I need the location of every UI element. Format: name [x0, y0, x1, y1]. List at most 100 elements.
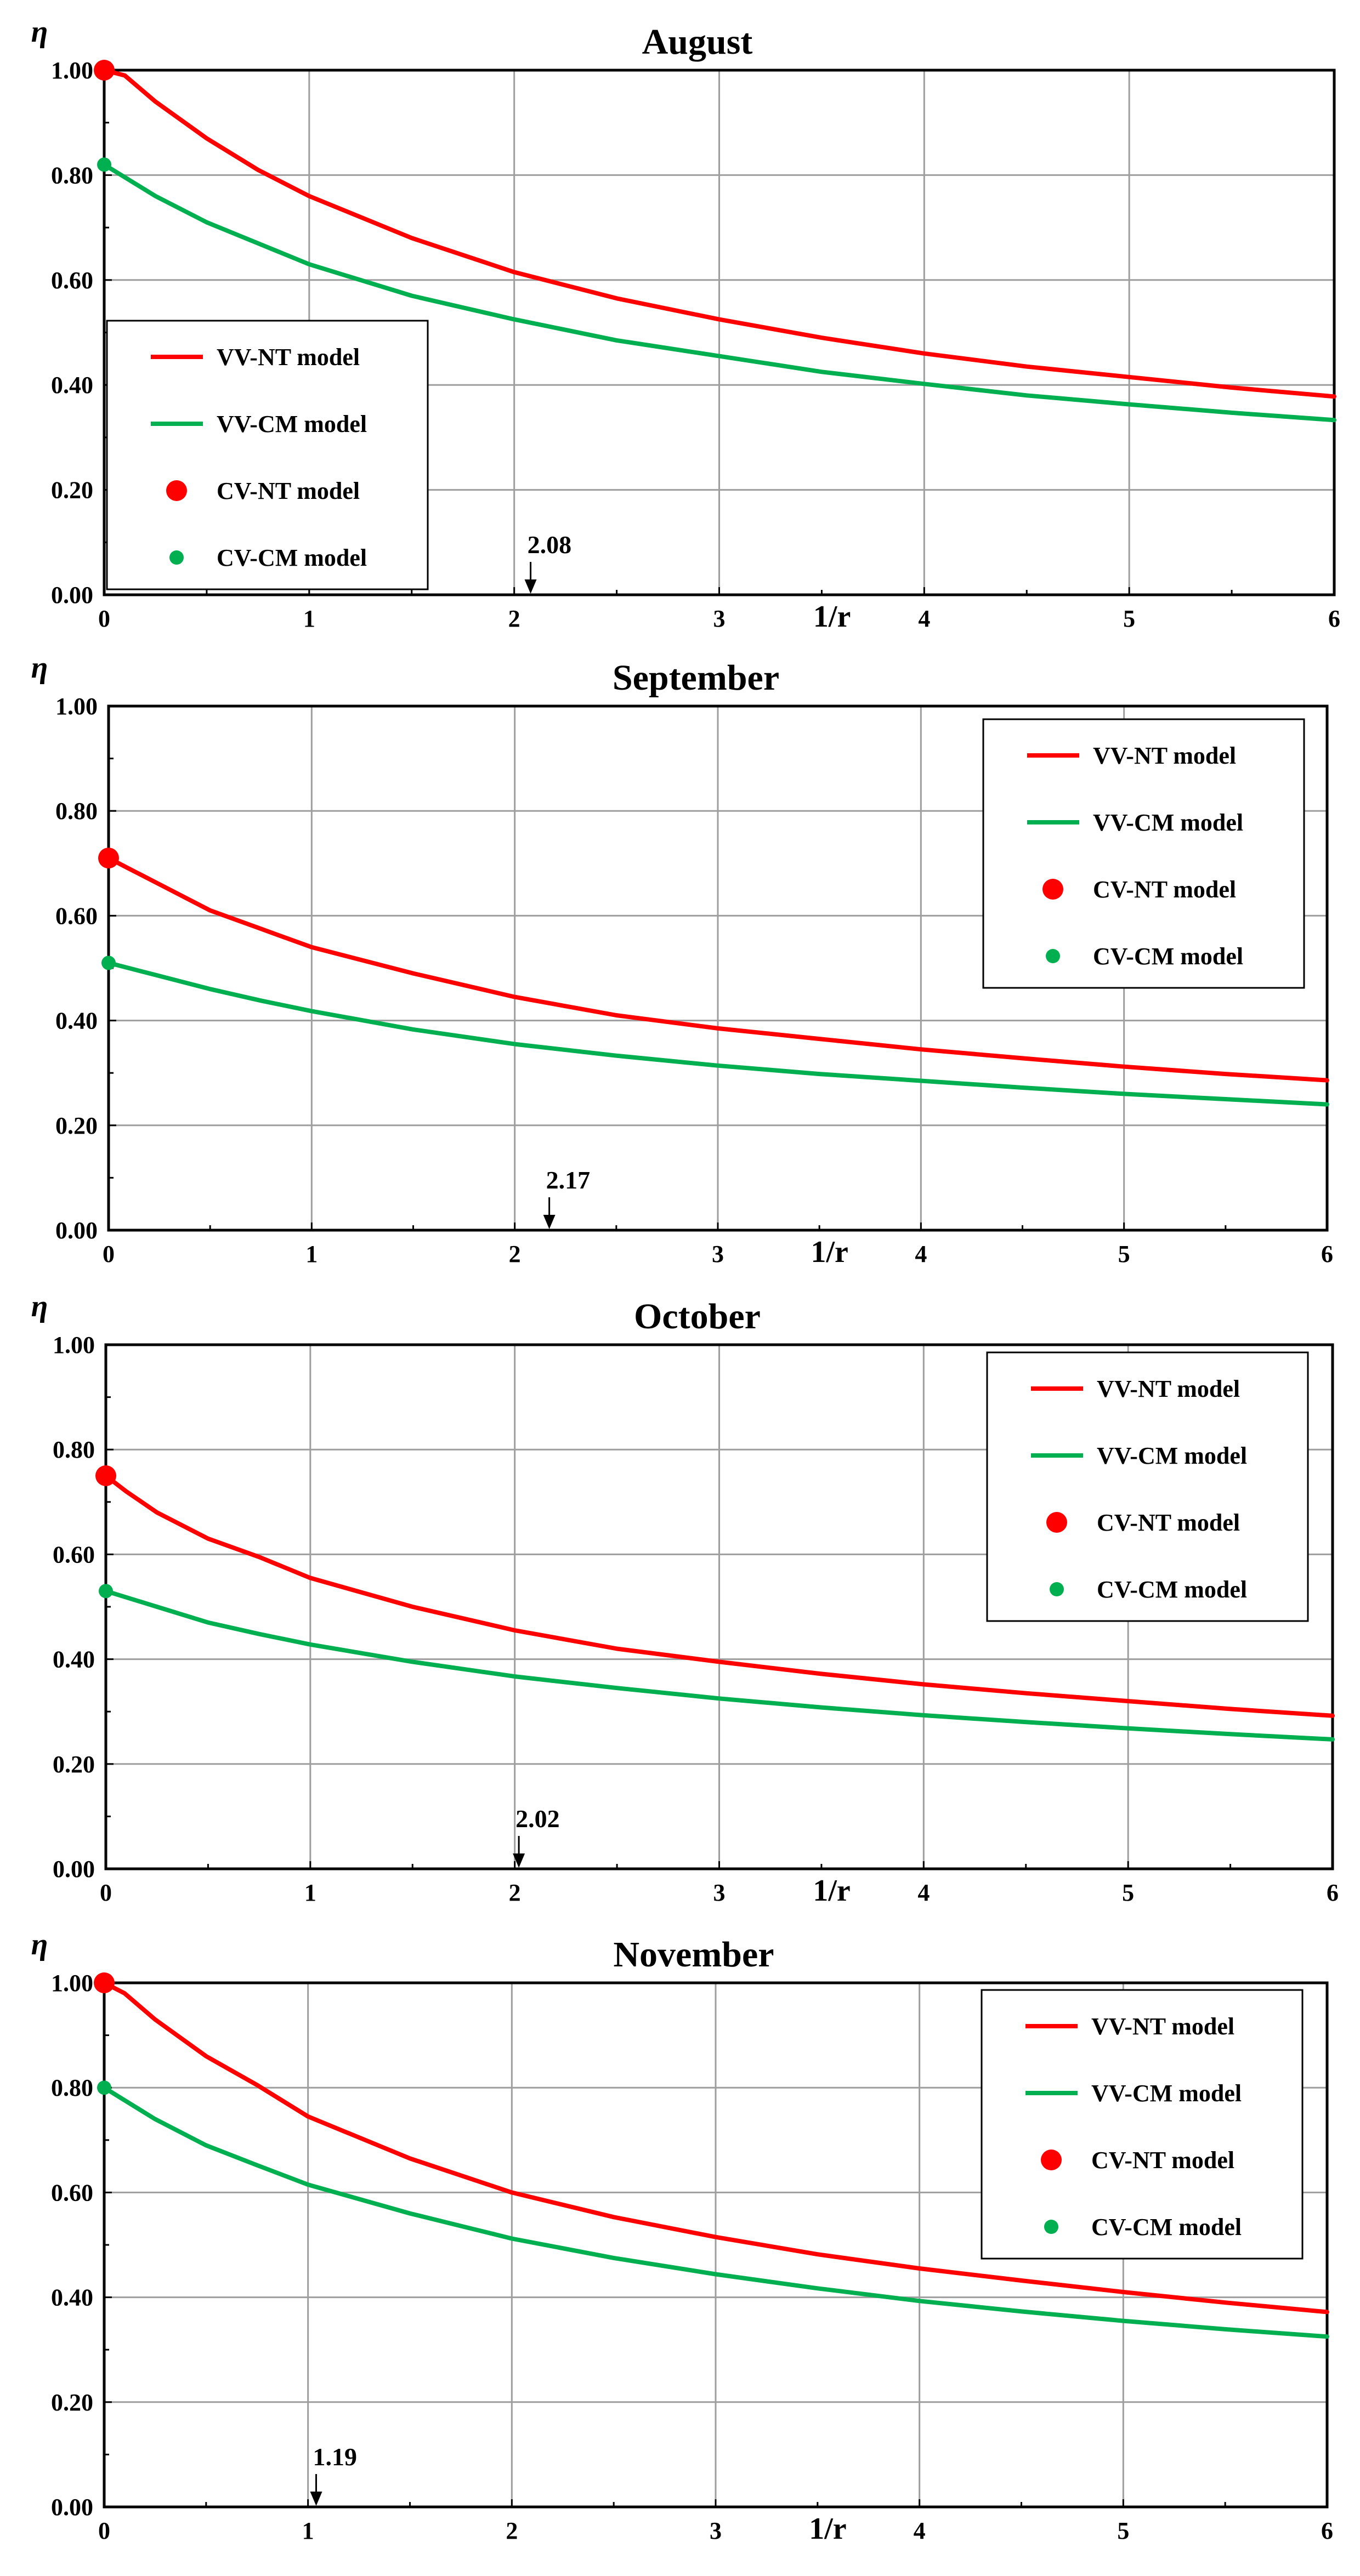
y-tick-label: 0.40 [51, 372, 93, 399]
legend-dot-marker [1046, 949, 1060, 963]
y-tick-label: 0.00 [55, 1217, 98, 1244]
point-cv-cm [97, 157, 111, 172]
y-tick-label: 0.00 [53, 1856, 95, 1883]
y-tick-label: 0.40 [51, 2284, 93, 2311]
annotation-arrow-head [513, 1853, 525, 1868]
x-tick-label: 0 [98, 2517, 110, 2544]
legend-dot-marker [1044, 2220, 1058, 2234]
y-axis-label: η [31, 1289, 48, 1323]
y-tick-label: 0.60 [51, 267, 93, 294]
chart-panel-3: 0 1 2 3 4 5 6 0.00 0.20 0.40 0.60 0.80 1.00 October 1/… [31, 1289, 1339, 1908]
series-line-vv-nt [102, 68, 1336, 399]
x-tick-label: 3 [712, 1241, 724, 1267]
y-tick-label: 1.00 [53, 1332, 95, 1358]
legend: VV-NT model VV-CM model CV-NT model CV-CM m… [981, 1989, 1304, 2260]
chart-panel-2: 0 1 2 3 4 5 6 0.00 0.20 0.40 0.60 0.80 1.00 September… [31, 651, 1333, 1269]
legend-dot-marker [1041, 2149, 1062, 2170]
x-tick-label: 2 [506, 2517, 518, 2544]
annotation-arrow-head [310, 2492, 322, 2506]
annotation-label: 1.19 [313, 2443, 358, 2471]
series-line-vv-cm [104, 1589, 1335, 1742]
series-line-vv-nt [104, 1474, 1335, 1718]
series-line-vv-nt [102, 1981, 1329, 2315]
x-tick-label: 4 [917, 1879, 930, 1906]
x-tick-label: 4 [914, 2517, 926, 2544]
annotation-label: 2.02 [515, 1805, 560, 1833]
legend-label: CV-CM model [217, 544, 367, 571]
legend-box [982, 718, 1305, 989]
legend-box [986, 1351, 1309, 1622]
chart-panel-4: 0 1 2 3 4 5 6 0.00 0.20 0.40 0.60 0.80 1.00 November 1… [31, 1927, 1333, 2546]
legend-dot-marker [166, 480, 187, 501]
legend-label: VV-CM model [1097, 1442, 1247, 1469]
chart-title: September [613, 658, 779, 698]
y-axis-label: η [31, 1927, 48, 1961]
chart-title: November [613, 1935, 774, 1975]
point-cv-cm [99, 1584, 113, 1599]
x-tick-label: 2 [509, 1879, 521, 1906]
series-line-vv-cm [102, 162, 1336, 423]
x-tick-label: 1 [302, 2517, 314, 2544]
x-axis-label: 1/r [813, 600, 851, 634]
chart-panel-1: 0 1 2 3 4 5 6 0.00 0.20 0.40 0.60 0.80 1.00 August 1/r… [31, 15, 1340, 634]
legend-label: VV-CM model [1091, 2080, 1242, 2107]
x-tick-label: 5 [1123, 605, 1135, 632]
annotation-label: 2.17 [546, 1166, 590, 1194]
legend-box [106, 320, 429, 590]
x-tick-label: 2 [508, 605, 520, 632]
x-tick-label: 5 [1122, 1879, 1134, 1906]
x-tick-label: 6 [1328, 605, 1340, 632]
y-tick-label: 0.60 [51, 2179, 93, 2206]
annotation-arrow-head [524, 579, 537, 594]
x-tick-label: 0 [103, 1241, 115, 1267]
x-tick-label: 0 [100, 1879, 112, 1906]
x-tick-label: 3 [713, 605, 726, 632]
point-cv-nt [94, 1972, 115, 1993]
y-tick-label: 0.80 [55, 798, 98, 824]
legend-label: CV-CM model [1091, 2214, 1242, 2241]
y-tick-label: 0.00 [51, 582, 93, 609]
x-tick-label: 6 [1327, 1879, 1339, 1906]
legend-dot-marker [1046, 1512, 1067, 1533]
point-cv-nt [94, 60, 115, 81]
legend-label: VV-CM model [217, 411, 367, 437]
y-tick-label: 0.00 [51, 2494, 93, 2521]
legend-label: VV-CM model [1093, 809, 1243, 836]
x-tick-label: 4 [915, 1241, 927, 1267]
legend: VV-NT model VV-CM model CV-NT model CV-CM m… [982, 718, 1305, 989]
legend-label: VV-NT model [1097, 1375, 1240, 1402]
x-tick-label: 5 [1117, 2517, 1129, 2544]
x-tick-label: 6 [1321, 1241, 1333, 1267]
legend: VV-NT model VV-CM model CV-NT model CV-CM m… [106, 320, 429, 590]
legend-label: CV-CM model [1097, 1576, 1247, 1603]
y-tick-label: 0.80 [53, 1436, 95, 1463]
y-tick-label: 0.20 [51, 2389, 93, 2416]
y-axis-label: η [31, 15, 48, 49]
series-line-vv-cm [102, 2085, 1329, 2339]
x-tick-label: 3 [713, 1879, 726, 1906]
y-tick-label: 0.80 [51, 2074, 93, 2101]
y-tick-label: 0.80 [51, 162, 93, 189]
x-tick-label: 0 [98, 605, 110, 632]
legend-label: CV-NT model [1091, 2147, 1234, 2174]
chart-title: October [634, 1296, 761, 1337]
y-tick-label: 1.00 [51, 57, 93, 84]
x-tick-label: 2 [509, 1241, 521, 1267]
point-cv-nt [98, 848, 119, 869]
legend-dot-marker [1042, 879, 1063, 900]
y-axis-label: η [31, 651, 48, 685]
x-tick-label: 1 [305, 1241, 318, 1267]
legend-dot-marker [169, 550, 184, 565]
x-axis-label: 1/r [809, 2512, 846, 2546]
x-tick-label: 6 [1321, 2517, 1333, 2544]
legend-label: VV-NT model [1091, 2013, 1234, 2040]
y-tick-label: 0.40 [55, 1008, 98, 1034]
series-line-vv-nt [106, 856, 1329, 1083]
legend-label: CV-NT model [217, 477, 360, 504]
legend-label: VV-NT model [217, 344, 360, 371]
legend-label: VV-NT model [1093, 742, 1236, 769]
x-axis-label: 1/r [813, 1874, 850, 1908]
x-tick-label: 1 [304, 1879, 316, 1906]
legend-box [981, 1989, 1304, 2260]
